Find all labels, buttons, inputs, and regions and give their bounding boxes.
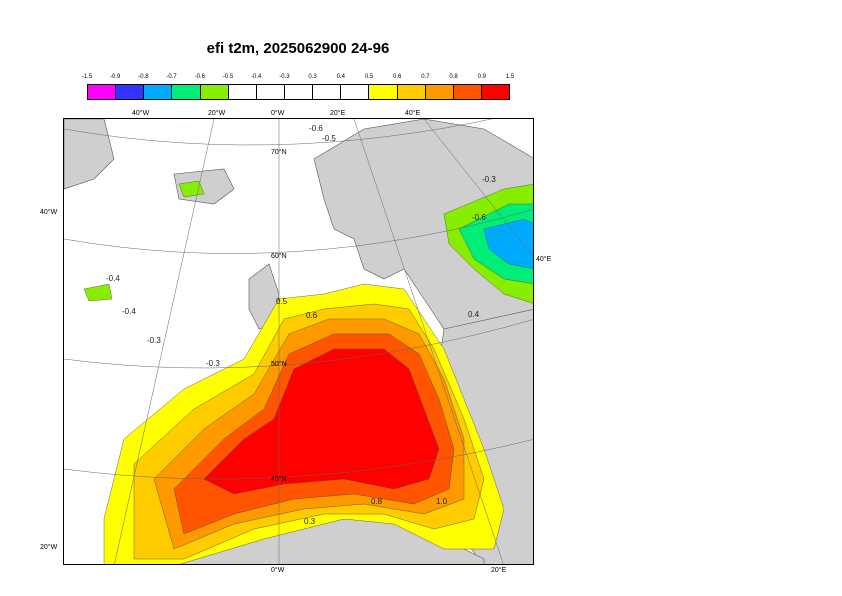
lat-label-50n: 50°N bbox=[271, 361, 287, 368]
bottom-label-20e: 20°E bbox=[491, 567, 507, 574]
contour-label: -0.3 bbox=[482, 175, 496, 184]
colorbar-tick-label: -0.4 bbox=[251, 74, 262, 80]
efi-shading bbox=[83, 180, 533, 564]
contour-label: 0.6 bbox=[306, 311, 318, 320]
contour-label: 0.8 bbox=[371, 497, 383, 506]
greenland-coast-land bbox=[64, 119, 115, 190]
colorbar-swatch bbox=[88, 85, 117, 99]
parallel-40n bbox=[64, 439, 533, 480]
contour-label: 0.5 bbox=[276, 297, 288, 306]
efi-blue-area bbox=[483, 218, 533, 269]
contour-label: -0.3 bbox=[147, 336, 161, 345]
colorbar bbox=[87, 84, 510, 100]
colorbar-swatch bbox=[256, 85, 285, 99]
efi-0.9-area bbox=[203, 348, 440, 495]
colorbar-tick-label: 0.3 bbox=[308, 74, 317, 80]
colorbar-swatch bbox=[341, 85, 370, 99]
lat-label-40n: 40°N bbox=[271, 476, 287, 483]
colorbar-tick-label: -1.5 bbox=[81, 74, 93, 80]
colorbar-swatch bbox=[284, 85, 314, 99]
contour-label: -0.4 bbox=[106, 274, 120, 283]
colorbar-tick-label: 0.8 bbox=[449, 74, 458, 80]
colorbar-tick-label: -0.3 bbox=[279, 74, 290, 80]
colorbar-tick-label: 0.5 bbox=[364, 74, 374, 80]
colorbar-swatch bbox=[481, 85, 510, 99]
contour-label: -0.5 bbox=[322, 134, 336, 143]
contour-label: 1.0 bbox=[436, 497, 448, 506]
colorbar-swatch bbox=[397, 85, 426, 99]
efi-green-patch-iceland bbox=[178, 180, 205, 198]
chart-title: efi t2m, 2025062900 24-96 bbox=[206, 40, 390, 57]
contour-label: -0.4 bbox=[122, 307, 136, 316]
colorbar-tick-label: -0.5 bbox=[222, 74, 234, 80]
colorbar-swatch bbox=[228, 85, 257, 99]
colorbar-tick-label: 0.6 bbox=[393, 74, 402, 80]
colorbar-swatch bbox=[116, 85, 145, 99]
parallel-70n bbox=[64, 119, 493, 146]
top-label-20w: 20°W bbox=[208, 110, 226, 117]
bottom-label-0: 0°W bbox=[271, 567, 285, 574]
top-label-20e: 20°E bbox=[330, 110, 346, 117]
meridian-20w bbox=[114, 119, 215, 564]
contour-label: -0.6 bbox=[472, 213, 486, 222]
contour-label: 0.3 bbox=[304, 517, 316, 526]
contour-label: -0.6 bbox=[309, 124, 323, 133]
top-label-0: 0°W bbox=[271, 110, 285, 117]
lat-label-60n: 60°N bbox=[271, 253, 287, 260]
contour-label: 0.4 bbox=[468, 310, 480, 319]
colorbar-tick-label: 0.9 bbox=[477, 74, 486, 80]
colorbar-tick-label: -0.7 bbox=[166, 74, 177, 80]
graticule bbox=[64, 119, 533, 564]
colorbar-tick-label: -0.8 bbox=[138, 74, 149, 80]
lat-label-70n: 70°N bbox=[271, 149, 287, 156]
top-label-40e: 40°E bbox=[405, 110, 421, 117]
map-canvas bbox=[64, 119, 533, 564]
efi-map: 70°N 60°N 50°N 40°N -0.6 -0.5 -0.3 -0.6 … bbox=[63, 118, 534, 565]
parallel-50n bbox=[64, 319, 533, 369]
meridian-20e bbox=[353, 119, 504, 564]
colorbar-swatch bbox=[172, 85, 201, 99]
colorbar-tick-label: 0.7 bbox=[421, 74, 430, 80]
efi-green-patch-atlantic bbox=[83, 283, 113, 302]
colorbar-tick-label: 0.4 bbox=[336, 74, 345, 80]
left-label-40w: 40°W bbox=[40, 209, 58, 216]
right-label-40e: 40°E bbox=[536, 256, 552, 263]
colorbar-swatch bbox=[369, 85, 398, 99]
colorbar-swatch bbox=[425, 85, 454, 99]
colorbar-swatch bbox=[144, 85, 173, 99]
meridian-40e bbox=[423, 119, 533, 257]
colorbar-swatch bbox=[200, 85, 229, 99]
top-label-40w: 40°W bbox=[132, 110, 150, 117]
left-label-20w: 20°W bbox=[40, 544, 58, 551]
parallel-60n bbox=[64, 209, 533, 254]
colorbar-tick-label: -0.9 bbox=[110, 74, 121, 80]
colorbar-ticks: -1.5 -0.9 -0.8 -0.7 -0.6 -0.5 -0.4 -0.3 0.3 0.4 0.… bbox=[82, 74, 514, 84]
colorbar-tick-label: 1.5 bbox=[505, 74, 515, 80]
colorbar-swatch bbox=[453, 85, 482, 99]
contour-label: -0.3 bbox=[206, 359, 220, 368]
colorbar-tick-label: -0.6 bbox=[194, 74, 205, 80]
colorbar-swatch bbox=[313, 85, 342, 99]
